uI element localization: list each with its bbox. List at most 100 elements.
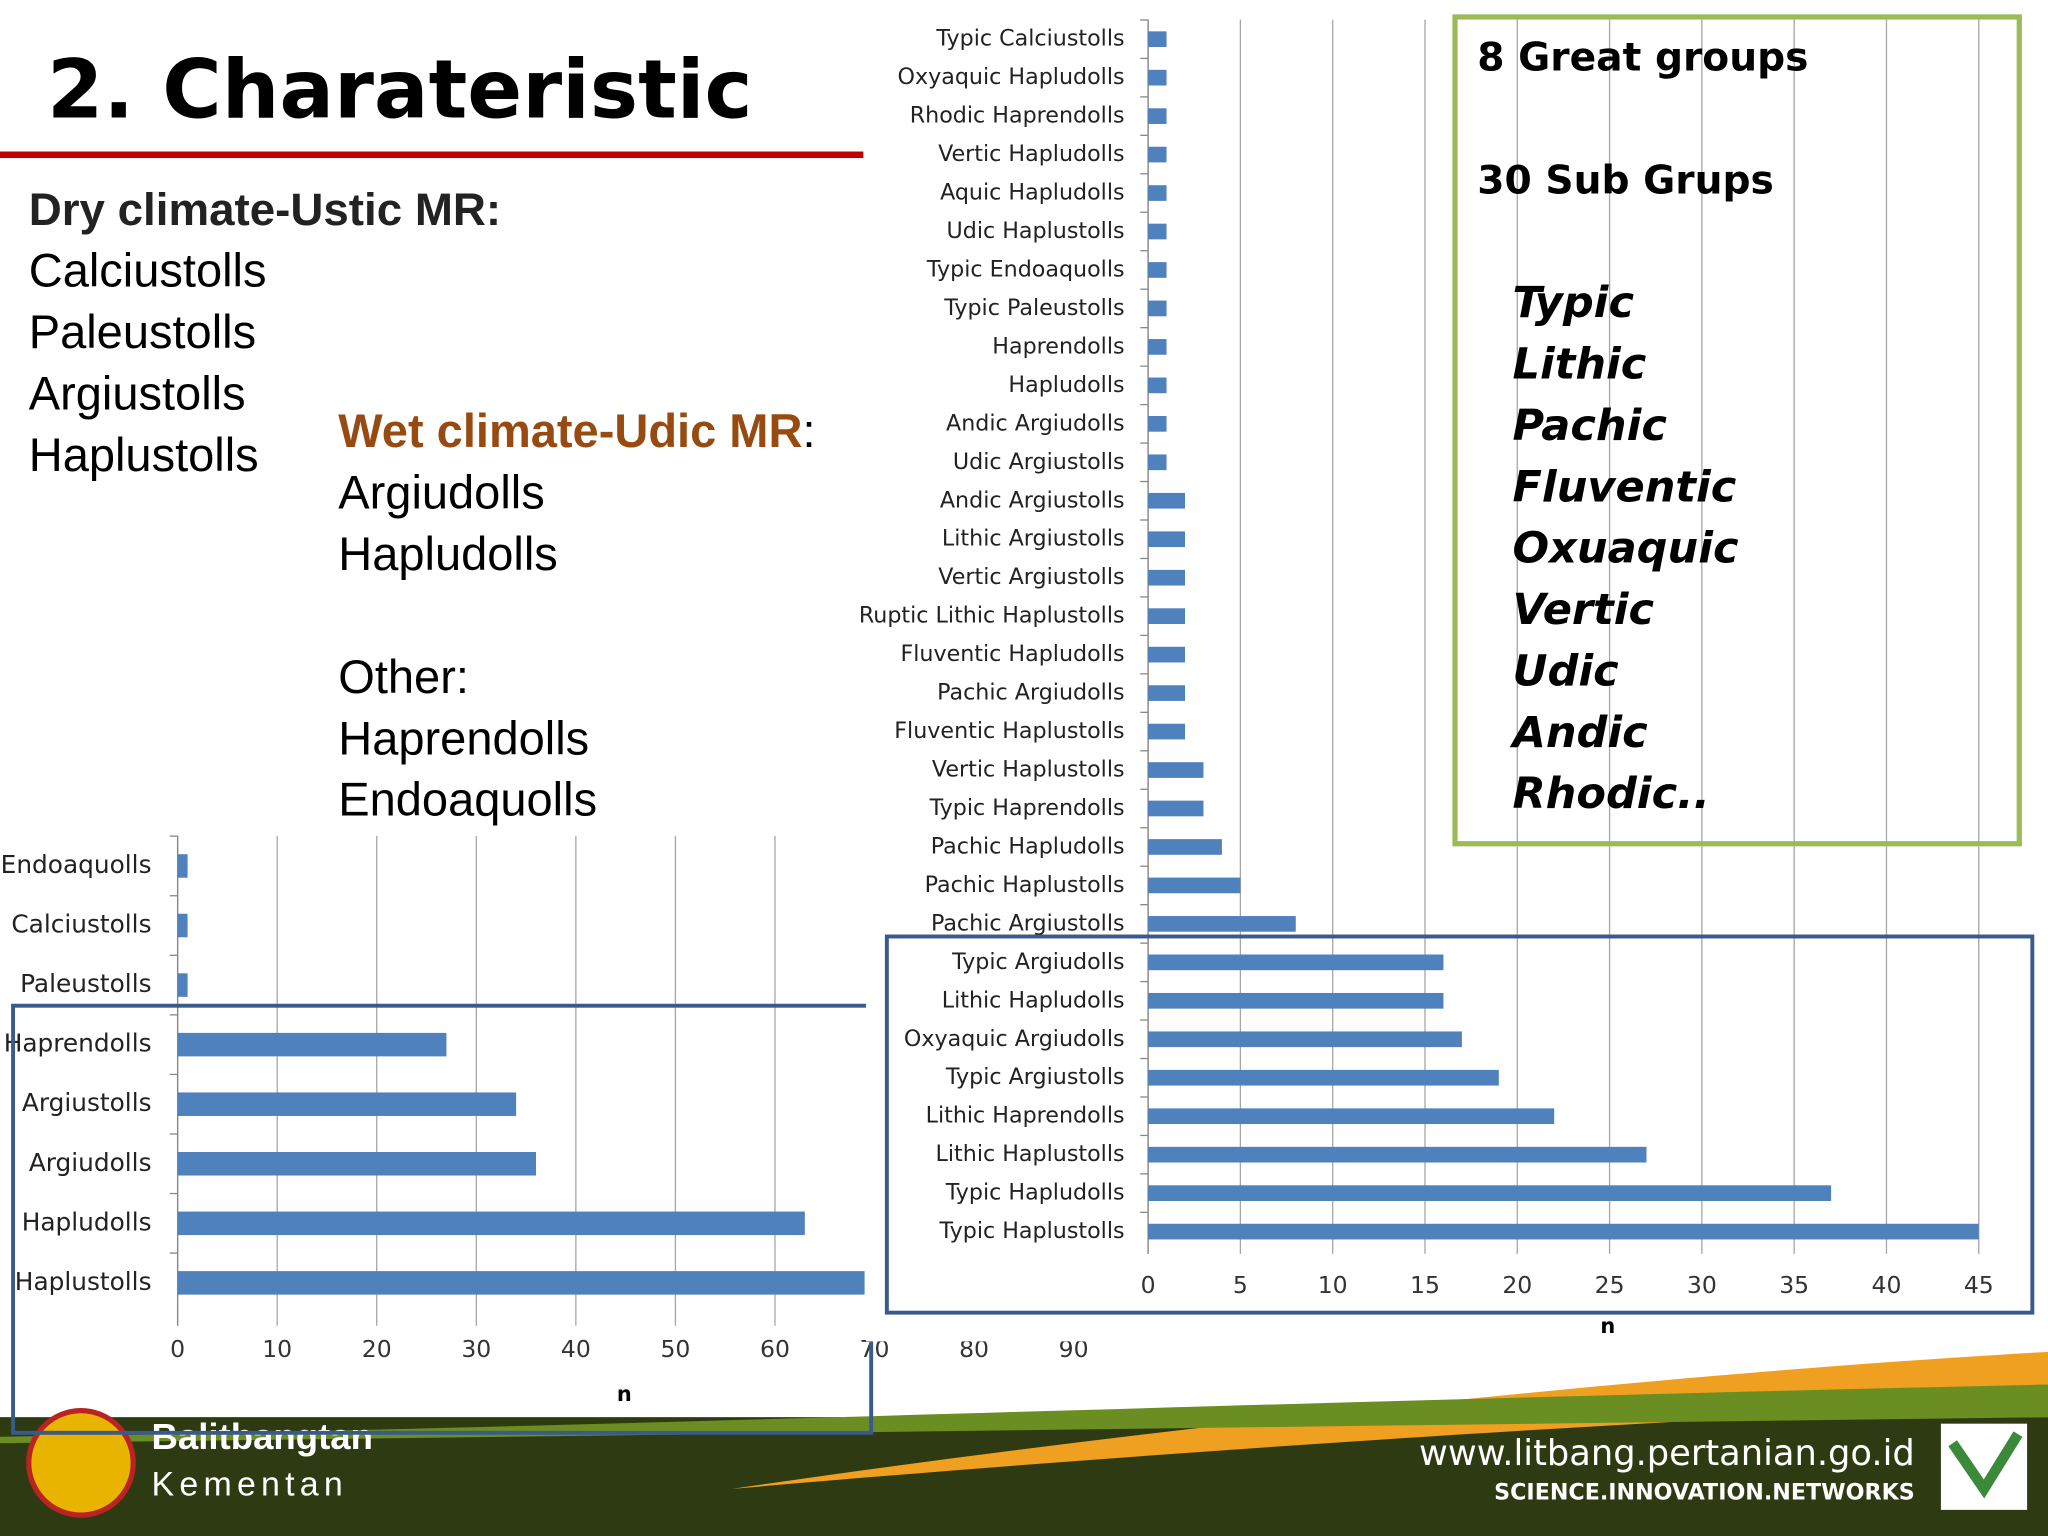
info-box: [1452, 14, 2022, 847]
y-tick-label: Ruptic Lithic Haplustolls: [859, 603, 1125, 629]
list-item: Pachic: [1512, 401, 1667, 451]
footer-tagline: SCIENCE.INNOVATION.NETWORKS: [1494, 1479, 1915, 1505]
bar: [1148, 377, 1167, 394]
box-line2: 30 Sub Grups: [1477, 158, 1774, 203]
footer-swoosh-green: [0, 1384, 2048, 1444]
bar: [1148, 723, 1186, 740]
x-tick-label: 5: [1233, 1271, 1248, 1299]
bar: [1148, 108, 1167, 124]
y-tick-label: Udic Haplustolls: [947, 218, 1125, 244]
dry-list: Calciustolls Paleustolls Argiustolls Haplus…: [29, 244, 267, 481]
x-tick-label: 0: [170, 1335, 185, 1363]
x-tick-label: 25: [1595, 1271, 1625, 1299]
x-tick-label: 60: [760, 1335, 790, 1363]
wet-heading-text: Wet climate-Udic MR: [338, 404, 802, 457]
bar: [1148, 416, 1167, 432]
wet-separator: :: [802, 404, 815, 457]
bar: [1148, 839, 1222, 855]
bar: [1148, 569, 1186, 586]
list-item: Lithic: [1512, 340, 1646, 390]
bar: [1148, 492, 1186, 509]
x-tick-label: 45: [1964, 1271, 1994, 1299]
bar: [1148, 1223, 1979, 1240]
x-tick-label: 35: [1779, 1271, 1809, 1299]
bar: [1148, 300, 1167, 317]
list-item: Oxuaquic: [1512, 524, 1738, 574]
bar: [1148, 31, 1167, 48]
y-tick-label: Haprendolls: [992, 333, 1124, 359]
bar: [1148, 531, 1186, 548]
bar: [1148, 223, 1167, 240]
other-heading: Other:: [338, 650, 469, 703]
y-tick-label: Fluventic Haplustolls: [894, 718, 1124, 744]
y-tick-label: Pachic Hapludolls: [931, 833, 1125, 859]
y-tick-label: Typic Argiudolls: [951, 949, 1125, 975]
bar: [1148, 262, 1167, 278]
y-tick-label: Vertic Haplustolls: [932, 757, 1125, 783]
bar: [1148, 1069, 1499, 1086]
bar: [1148, 916, 1296, 932]
y-tick-label: Typic Paleustolls: [943, 295, 1124, 321]
y-tick-label: Haplustolls: [15, 1267, 152, 1296]
y-tick-label: Argiudolls: [29, 1148, 152, 1177]
bar: [1148, 1146, 1647, 1163]
wet-list: Argiudolls Hapludolls: [338, 466, 558, 580]
y-tick-label: Aquic Hapludolls: [940, 180, 1125, 206]
bar: [1148, 1185, 1832, 1201]
y-tick-label: Typic Calciustolls: [935, 26, 1124, 52]
y-tick-label: Pachic Haplustolls: [925, 872, 1125, 898]
bar: [1148, 146, 1167, 163]
bar: [1148, 954, 1444, 971]
list-item: Fluventic: [1512, 462, 1736, 512]
list-item: Rhodic..: [1512, 769, 1709, 819]
y-tick-label: Hapludolls: [22, 1207, 152, 1236]
y-tick-label: Pachic Argiustolls: [931, 910, 1125, 936]
y-tick-label: Vertic Argiustolls: [938, 564, 1124, 590]
y-tick-label: Lithic Haplustolls: [936, 1141, 1125, 1167]
list-item: Calciustolls: [29, 244, 267, 297]
list-item: Argiustolls: [29, 366, 246, 419]
x-tick-label: 30: [1687, 1271, 1717, 1299]
bar: [177, 913, 188, 938]
bar: [1148, 185, 1167, 201]
y-tick-label: Hapludolls: [1008, 372, 1124, 398]
bar: [1148, 646, 1186, 663]
y-tick-label: Vertic Hapludolls: [938, 141, 1124, 167]
bar-chart: 0 10 20 30 40 50 60 70 80 90EndoaquollsCalciustol…: [1, 835, 1089, 1435]
y-tick-label: Paleustolls: [20, 969, 151, 998]
y-tick-label: Lithic Haprendolls: [926, 1103, 1125, 1129]
bar: [1148, 608, 1186, 624]
y-tick-label: Andic Argiudolls: [946, 410, 1125, 436]
bar: [1148, 1031, 1462, 1048]
footer-url: www.litbang.pertanian.go.id: [1419, 1433, 1915, 1474]
y-tick-label: Endoaquolls: [1, 850, 152, 879]
footer-org1: Balitbangtan: [152, 1416, 373, 1457]
list-item: Argiudolls: [338, 466, 544, 519]
bar: [1148, 877, 1241, 894]
logo-mark: [1948, 1431, 2023, 1499]
y-tick-label: Calciustolls: [11, 910, 151, 939]
y-tick-label: Typic Hapludolls: [945, 1180, 1125, 1206]
bar: [1148, 69, 1167, 86]
wet-heading: Wet climate-Udic MR:: [338, 404, 815, 457]
x-tick-label: 50: [660, 1335, 690, 1363]
bar: [1148, 992, 1444, 1009]
y-tick-label: Argiustolls: [22, 1088, 152, 1117]
y-tick-label: Rhodic Haprendolls: [910, 103, 1125, 129]
bar: [1148, 454, 1167, 471]
x-tick-label: 10: [262, 1335, 292, 1363]
list-item: Haprendolls: [338, 711, 589, 764]
y-tick-label: Lithic Argiustolls: [942, 526, 1125, 552]
dry-heading: Dry climate-Ustic MR:: [29, 184, 501, 235]
y-tick-label: Fluventic Hapludolls: [900, 641, 1124, 667]
bar: [177, 854, 188, 878]
y-tick-label: Oxyaquic Hapludolls: [898, 64, 1125, 90]
y-tick-label: Lithic Hapludolls: [942, 987, 1125, 1013]
x-tick-label: 30: [461, 1335, 491, 1363]
x-tick-label: 20: [1502, 1271, 1532, 1299]
y-tick-label: Typic Argiustolls: [945, 1064, 1125, 1090]
y-tick-label: Typic Haplustolls: [939, 1218, 1125, 1244]
footer-org2: Kementan: [152, 1465, 349, 1503]
